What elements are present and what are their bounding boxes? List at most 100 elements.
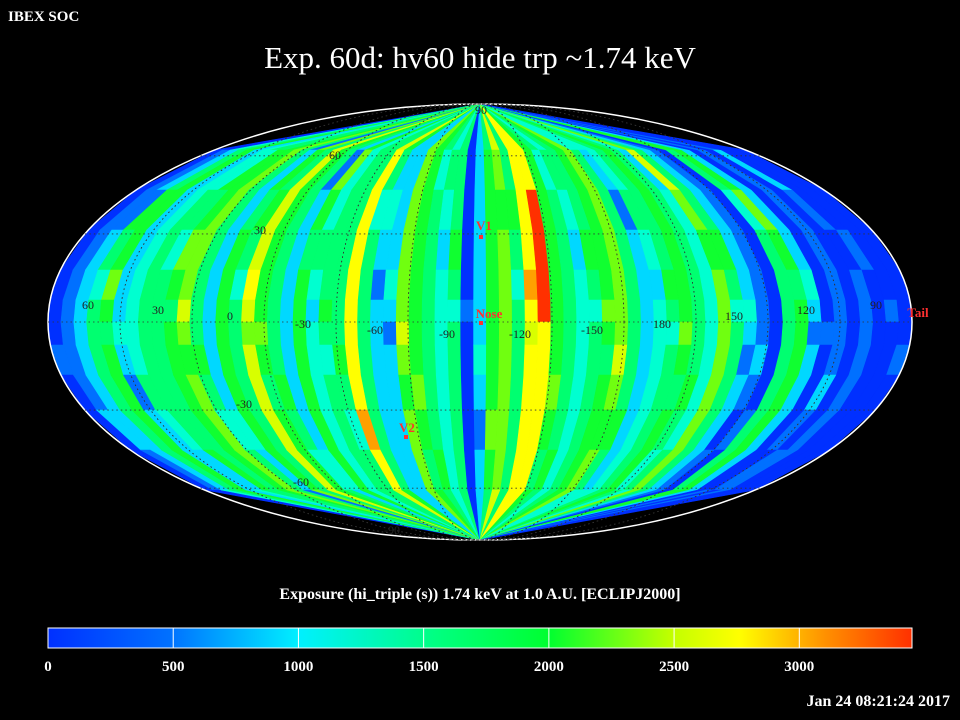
exposure-cell xyxy=(575,299,590,323)
longitude-label: -30 xyxy=(295,317,311,331)
marker-v2-label: V2 xyxy=(399,420,415,435)
exposure-cell xyxy=(845,299,861,323)
exposure-cell xyxy=(486,321,500,346)
exposure-cell xyxy=(485,344,500,376)
corner-label: IBEX SOC xyxy=(8,9,80,25)
exposure-cell xyxy=(473,409,487,451)
exposure-cell xyxy=(678,299,694,323)
exposure-cell xyxy=(318,299,333,323)
exposure-cell xyxy=(382,299,397,323)
colorbar-ticks xyxy=(47,628,800,648)
marker-v2-point xyxy=(404,435,408,439)
exposure-cell xyxy=(318,321,333,346)
longitude-label: 30 xyxy=(152,303,164,317)
exposure-cell xyxy=(395,299,410,323)
colorbar-caption: Exposure (hi_triple (s)) 1.74 keV at 1.0… xyxy=(279,586,681,603)
exposure-cell xyxy=(498,269,513,301)
exposure-cell xyxy=(781,321,797,346)
exposure-cell xyxy=(266,299,282,323)
exposure-cell xyxy=(523,344,539,376)
exposure-cell xyxy=(409,344,425,376)
exposure-cell xyxy=(742,321,758,346)
longitude-label: 90 xyxy=(870,298,882,312)
exposure-cell xyxy=(523,269,539,301)
exposure-cell xyxy=(755,321,771,346)
exposure-cell xyxy=(86,321,103,346)
exposure-cell xyxy=(729,321,745,346)
marker-nose-point xyxy=(479,321,483,325)
exposure-cell xyxy=(550,299,565,323)
exposure-cell xyxy=(460,321,474,346)
longitude-label: -150 xyxy=(581,323,603,337)
exposure-cell xyxy=(460,374,475,411)
marker-v1-point xyxy=(479,235,483,239)
exposure-cell xyxy=(125,299,141,323)
exposure-cell xyxy=(447,269,462,301)
page-title: Exp. 60d: hv60 hide trp ~1.74 keV xyxy=(264,40,696,75)
exposure-cell xyxy=(601,321,616,346)
exposure-cell xyxy=(266,321,282,346)
colorbar-tick-label: 1000 xyxy=(283,659,314,675)
exposure-cell xyxy=(189,321,205,346)
exposure-cell xyxy=(357,299,372,323)
longitude-label: 120 xyxy=(797,303,815,317)
exposure-cell xyxy=(163,299,179,323)
exposure-cell xyxy=(370,299,385,323)
longitude-label: 150 xyxy=(725,309,743,323)
exposure-cell xyxy=(479,489,756,540)
exposure-cell xyxy=(150,321,167,346)
marker-v1-label: V1 xyxy=(476,218,492,233)
exposure-cell xyxy=(331,299,346,323)
exposure-cell xyxy=(421,299,436,323)
exposure-cell xyxy=(462,189,476,231)
exposure-stripes xyxy=(48,104,912,540)
colorbar-tick-label: 2500 xyxy=(659,659,690,675)
exposure-cell xyxy=(588,299,603,323)
exposure-cell xyxy=(421,344,437,376)
meridian-line xyxy=(335,103,625,541)
exposure-cell xyxy=(112,321,128,346)
exposure-cell xyxy=(448,374,463,411)
exposure-cell xyxy=(382,321,397,346)
latitude-label: 60 xyxy=(329,148,341,162)
exposure-cell xyxy=(254,321,269,346)
exposure-cell xyxy=(435,374,451,411)
exposure-cell xyxy=(498,344,513,376)
exposure-cell xyxy=(473,374,487,411)
exposure-cell xyxy=(497,374,512,411)
exposure-cell xyxy=(845,321,861,346)
latitude-label: -90 xyxy=(384,523,400,537)
exposure-cell xyxy=(819,321,835,346)
exposure-cell xyxy=(524,299,539,323)
exposure-cell xyxy=(408,321,423,346)
exposure-cell xyxy=(716,321,732,346)
exposure-cell xyxy=(460,299,474,323)
longitude-label: -120 xyxy=(509,327,531,341)
exposure-cell xyxy=(627,321,642,346)
exposure-cell xyxy=(537,321,552,346)
exposure-cell xyxy=(832,321,848,346)
longitude-label: 180 xyxy=(653,317,671,331)
exposure-cell xyxy=(614,299,629,323)
exposure-cell xyxy=(883,299,900,323)
colorbar-tick-label: 1500 xyxy=(408,659,439,675)
latitude-label: -30 xyxy=(236,397,252,411)
exposure-cell xyxy=(176,321,192,346)
exposure-cell xyxy=(112,299,128,323)
graticule xyxy=(48,103,912,541)
exposure-cell xyxy=(60,321,77,346)
exposure-cell xyxy=(395,321,410,346)
exposure-cell xyxy=(447,344,462,376)
exposure-cell xyxy=(254,299,269,323)
latitude-label: -60 xyxy=(293,475,309,489)
exposure-cell xyxy=(535,344,551,376)
longitude-label: 60 xyxy=(82,298,94,312)
exposure-cell xyxy=(473,321,487,346)
exposure-cell xyxy=(485,269,500,301)
exposure-cell xyxy=(202,299,218,323)
exposure-cell xyxy=(125,321,141,346)
exposure-cell xyxy=(461,409,476,451)
exposure-cell xyxy=(396,269,412,301)
exposure-cell xyxy=(691,321,706,346)
exposure-cell xyxy=(176,299,192,323)
